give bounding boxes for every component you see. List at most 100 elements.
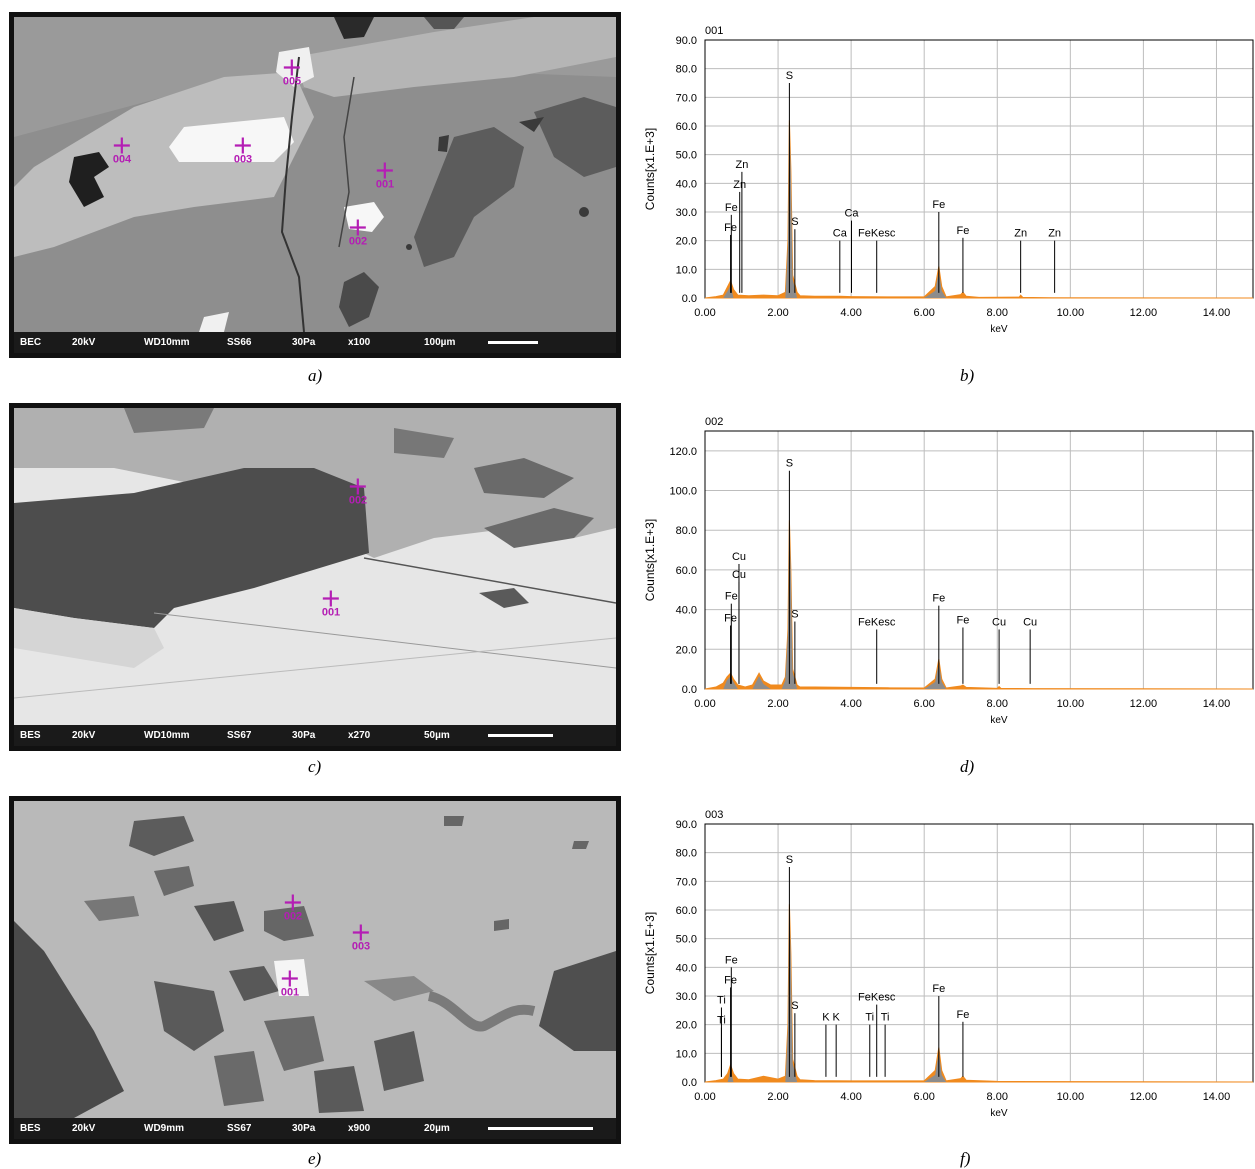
peak-label: FeKesc (858, 992, 896, 1004)
y-tick-label: 80.0 (676, 64, 697, 76)
peak-label: Ti (881, 1012, 890, 1024)
spectrum-area (704, 520, 1254, 690)
sem-image-e: 001 002 003 BES 20kV WD9mm SS67 30Pa x90… (9, 796, 621, 1144)
peak-label: S (786, 854, 793, 866)
y-tick-label: 90.0 (676, 819, 697, 831)
sem-micrograph-c (14, 408, 616, 725)
spectrum-chart: 003 0.0 10.0 20.0 30.0 40.0 50.0 60.0 70.0 80.0 90… (643, 809, 1254, 1119)
spot-label: SS67 (227, 730, 252, 741)
analysis-point-label: 005 (282, 75, 302, 88)
peak-label: Ca (844, 208, 859, 220)
analysis-point-marker: 002 (284, 894, 302, 923)
y-tick-label: 40.0 (676, 962, 697, 974)
y-tick-label: 10.0 (676, 264, 697, 276)
detector-label: BEC (20, 337, 42, 348)
analysis-point-marker: 002 (349, 478, 367, 507)
sem-info-bar: BES 20kV WD9mm SS67 30Pa x900 20µm (14, 1118, 616, 1139)
y-tick-label: 0.0 (682, 293, 697, 305)
peak-label: Cu (732, 551, 746, 563)
y-axis-label: Counts[x1.E+3] (643, 128, 657, 210)
magnification-label: x900 (348, 1123, 371, 1134)
peak-label: Fe (724, 222, 737, 234)
y-tick-label: 30.0 (676, 207, 697, 219)
x-tick-label: 10.00 (1057, 1091, 1085, 1103)
y-tick-label: 60.0 (676, 905, 697, 917)
spectrum-title: 001 (705, 25, 723, 37)
wd-label: WD10mm (144, 337, 190, 348)
y-tick-label: 40.0 (676, 178, 697, 190)
analysis-point-marker: 005 (283, 59, 301, 88)
y-tick-label: 20.0 (676, 236, 697, 248)
peak-label: Ti (717, 1015, 726, 1027)
y-axis-label: Counts[x1.E+3] (643, 912, 657, 994)
peak-label: S (786, 70, 793, 82)
y-tick-label: 120.0 (669, 446, 697, 458)
peak-label: S (791, 609, 798, 621)
analysis-point-marker: 004 (113, 137, 131, 166)
sem-info-bar: BEC 20kV WD10mm SS66 30Pa x100 100µm (14, 332, 616, 353)
peak-label: Fe (725, 591, 738, 603)
y-tick-label: 20.0 (676, 644, 697, 656)
peak-label: Fe (932, 199, 945, 211)
analysis-point-marker: 001 (281, 970, 299, 999)
crosshair-icon (113, 137, 130, 154)
x-tick-label: 14.00 (1203, 307, 1231, 319)
peak-label: Fe (957, 614, 970, 626)
crosshair-icon (349, 219, 366, 236)
peak-label: Fe (957, 225, 970, 237)
magnification-label: x100 (348, 337, 371, 348)
peak-label: Ti (717, 994, 726, 1006)
analysis-point-label: 001 (280, 986, 300, 999)
peak-label: Zn (1048, 228, 1061, 240)
analysis-point-marker: 001 (322, 590, 340, 619)
analysis-point-label: 002 (283, 910, 303, 923)
peak-label: Fe (724, 974, 737, 986)
x-tick-label: 10.00 (1057, 307, 1085, 319)
y-tick-label: 80.0 (676, 848, 697, 860)
x-tick-label: 6.00 (913, 698, 934, 710)
y-tick-label: 70.0 (676, 876, 697, 888)
pressure-label: 30Pa (292, 730, 316, 741)
panel-caption: d) (960, 757, 975, 776)
crosshair-icon (349, 478, 366, 495)
peak-label: S (791, 1000, 798, 1012)
y-axis-label: Counts[x1.E+3] (643, 519, 657, 601)
x-tick-label: 4.00 (840, 698, 861, 710)
voltage-label: 20kV (72, 337, 96, 348)
scale-label: 100µm (424, 337, 456, 348)
peak-label: K (832, 1012, 840, 1024)
peak-label: FeKesc (858, 616, 896, 628)
analysis-point-label: 004 (112, 153, 132, 166)
peak-label: FeKesc (858, 228, 896, 240)
peak-label: Ca (833, 228, 848, 240)
panel-caption: b) (960, 366, 975, 385)
x-tick-label: 12.00 (1130, 307, 1158, 319)
x-axis-label: keV (990, 715, 1008, 726)
x-tick-label: 0.00 (694, 1091, 715, 1103)
spot-label: SS66 (227, 337, 252, 348)
voltage-label: 20kV (72, 1123, 96, 1134)
scale-bar (488, 341, 538, 344)
scale-label: 20µm (424, 1123, 450, 1134)
crosshair-icon (352, 924, 369, 941)
spectrum-chart: 001 0.0 10.0 20.0 30.0 40.0 50.0 60.0 70.0 80.0 90… (643, 25, 1254, 335)
spectrum-area (704, 904, 1254, 1083)
peak-label: Fe (957, 1009, 970, 1021)
crosshair-icon (322, 590, 339, 607)
x-tick-label: 2.00 (767, 307, 788, 319)
y-tick-label: 60.0 (676, 121, 697, 133)
peak-label: K (822, 1012, 830, 1024)
peak-label: Fe (724, 612, 737, 624)
y-tick-label: 80.0 (676, 525, 697, 537)
eds-spectrum-f: 003 0.0 10.0 20.0 30.0 40.0 50.0 60.0 70.0 80.0 90… (640, 806, 1255, 1151)
crosshair-icon (376, 162, 393, 179)
x-tick-label: 4.00 (840, 1091, 861, 1103)
y-tick-label: 30.0 (676, 991, 697, 1003)
panel-caption: e) (308, 1149, 322, 1168)
x-tick-label: 0.00 (694, 698, 715, 710)
detector-label: BES (20, 730, 41, 741)
analysis-point-marker: 003 (234, 137, 252, 166)
y-tick-label: 70.0 (676, 92, 697, 104)
spectrum-chart: 002 0.0 20.0 40.0 60.0 80.0 100.0 120.0 0.00 2.00… (643, 416, 1254, 726)
peak-label: Fe (932, 983, 945, 995)
